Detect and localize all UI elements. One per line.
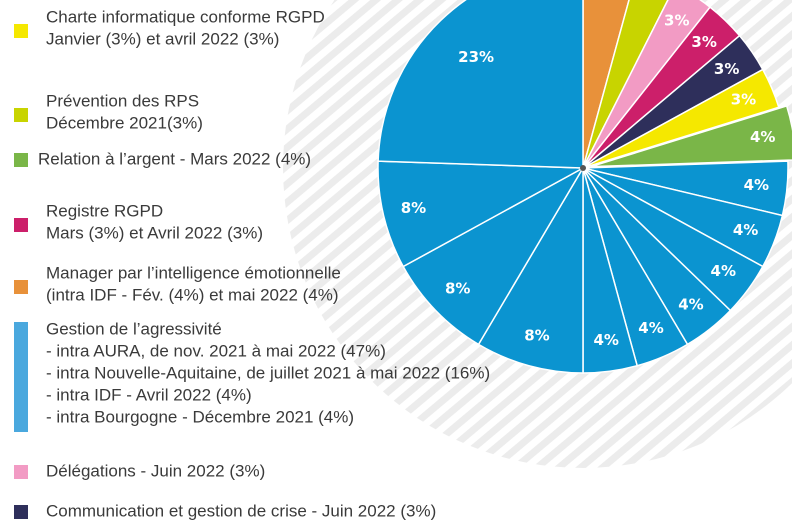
slice-label: 4% [593, 331, 618, 349]
slice-label: 3% [714, 60, 739, 78]
legend-text: Charte informatique conforme RGPD [46, 7, 325, 26]
legend-text: Délégations - Juin 2022 (3%) [46, 461, 265, 480]
legend-swatch [14, 218, 28, 232]
slice-label: 4% [733, 221, 758, 239]
slice-label: 8% [524, 327, 549, 345]
slice-label: 4% [711, 262, 736, 280]
pie-slice [477, 165, 584, 374]
slice-label: 3% [731, 90, 756, 108]
legend-swatch [14, 108, 28, 122]
slice-label: 4% [638, 319, 663, 337]
pie-slice [377, 0, 584, 169]
slice-label: 4% [750, 128, 775, 146]
legend-swatch [14, 465, 28, 479]
slice-label: 8% [445, 280, 470, 298]
legend-text: - intra Bourgogne - Décembre 2021 (4%) [46, 407, 354, 426]
legend-text: Relation à l’argent - Mars 2022 (4%) [38, 149, 311, 168]
legend-text: Mars (3%) et Avril 2022 (3%) [46, 223, 263, 242]
legend-text: Communication et gestion de crise - Juin… [46, 501, 436, 520]
legend-swatch [14, 153, 28, 167]
slice-label: 3% [691, 33, 716, 51]
legend-text: Janvier (3%) et avril 2022 (3%) [46, 29, 279, 48]
slice-label: 8% [401, 199, 426, 217]
legend-text: Manager par l’intelligence émotionnelle [46, 263, 341, 282]
slice-label: 4% [744, 176, 769, 194]
legend-text: - intra IDF - Avril 2022 (4%) [46, 385, 252, 404]
legend-swatch [14, 505, 28, 519]
pie-slice [377, 160, 586, 268]
legend-text: Registre RGPD [46, 201, 163, 220]
legend-text: (intra IDF - Fév. (4%) et mai 2022 (4%) [46, 285, 339, 304]
slice-label: 4% [678, 295, 703, 313]
legend-text: Gestion de l’agressivité [46, 319, 222, 338]
pie-slice [582, 68, 780, 169]
slice-label: 23% [458, 48, 494, 66]
pie-slice [402, 166, 586, 346]
legend-text: - intra AURA, de nov. 2021 à mai 2022 (4… [46, 341, 386, 360]
pie-slice [590, 104, 792, 168]
legend-swatch [14, 24, 28, 38]
legend-text: - intra Nouvelle-Aquitaine, de juillet 2… [46, 363, 490, 382]
pie-center [580, 165, 586, 171]
legend-text: Décembre 2021(3%) [46, 113, 203, 132]
slice-label: 3% [664, 12, 689, 30]
legend-swatch [14, 322, 28, 432]
legend-swatch [14, 280, 28, 294]
legend-text: Prévention des RPS [46, 91, 199, 110]
